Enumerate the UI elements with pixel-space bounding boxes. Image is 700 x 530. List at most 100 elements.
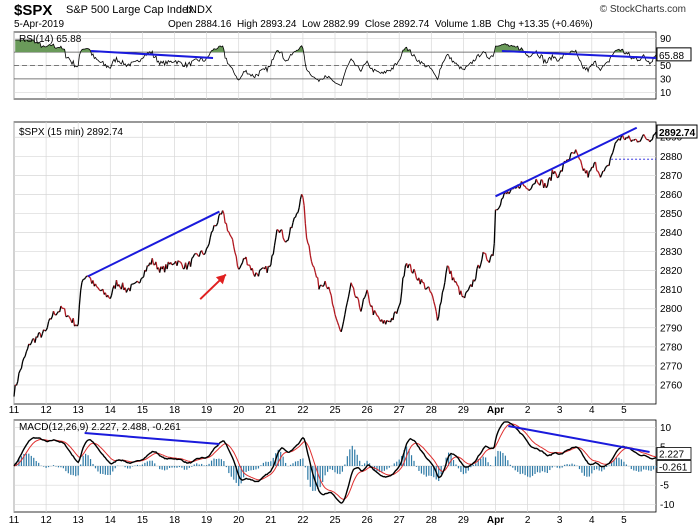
x-tick-label: 18	[169, 405, 181, 416]
price-line-segment	[278, 229, 282, 234]
x-tick-label: 28	[426, 405, 438, 416]
price-line-segment	[455, 281, 458, 286]
x-tick-label: 22	[297, 405, 309, 416]
price-line-segment	[192, 254, 195, 258]
price-line-segment	[493, 209, 497, 244]
x-tick-label: 12	[41, 405, 53, 416]
price-line-segment	[25, 348, 29, 353]
price-line-segment	[555, 173, 558, 178]
price-line-segment	[308, 245, 311, 256]
x-tick-label: 13	[73, 515, 85, 526]
rsi-last-box	[656, 47, 692, 62]
price-line-segment	[446, 265, 449, 268]
price-line-segment	[347, 289, 351, 297]
price-line-segment	[29, 342, 32, 346]
price-line-segment	[211, 230, 214, 233]
price-line-segment	[40, 333, 44, 338]
price-line-segment	[122, 282, 125, 291]
price-line-segment	[76, 324, 79, 327]
price-line-segment	[294, 213, 298, 218]
price-line-segment	[492, 243, 495, 256]
price-line-segment	[488, 256, 492, 263]
price-line-segment	[223, 213, 226, 224]
price-line-segment	[430, 292, 434, 297]
price-line-segment	[343, 314, 346, 322]
x-tick-label: 12	[41, 515, 53, 526]
price-line-segment	[554, 170, 557, 175]
hist-last-label: -0.261	[659, 462, 688, 473]
price-line-segment	[612, 147, 615, 153]
price-line-segment	[524, 185, 527, 189]
hist-last-box	[656, 460, 692, 473]
price-line-segment	[222, 210, 225, 215]
price-line-segment	[376, 315, 379, 317]
price-line-segment	[302, 197, 305, 206]
y-tick-label: -5	[660, 481, 669, 492]
price-line-segment	[350, 282, 353, 287]
y-tick-label: 2770	[660, 361, 683, 372]
price-line-segment	[367, 294, 371, 304]
price-line-segment	[386, 319, 389, 323]
x-tick-label: Apr	[487, 405, 504, 416]
price-line-segment	[134, 281, 137, 284]
price-line-segment	[36, 332, 40, 338]
price-line-segment	[269, 264, 272, 268]
price-line-segment	[322, 284, 325, 288]
price-line-segment	[238, 267, 241, 270]
x-tick-label: 26	[362, 515, 374, 526]
price-line-segment	[285, 240, 288, 243]
price-line-segment	[352, 287, 356, 296]
price-line-segment	[176, 260, 179, 266]
price-line-segment	[650, 139, 653, 141]
x-tick-label: 20	[233, 515, 245, 526]
price-line-segment	[240, 262, 243, 266]
price-line-segment	[266, 266, 269, 273]
price-line-segment	[606, 164, 609, 167]
price-line-segment	[98, 289, 101, 292]
price-line-segment	[230, 236, 234, 240]
price-line-segment	[118, 284, 121, 288]
price-line-segment	[557, 173, 561, 178]
x-tick-label: 19	[201, 405, 213, 416]
price-line-segment	[139, 278, 142, 283]
price-line-segment	[628, 135, 631, 140]
price-line-segment	[110, 288, 114, 296]
y-tick-label: 2840	[660, 228, 683, 239]
price-line-segment	[409, 264, 413, 273]
price-line-segment	[366, 289, 369, 296]
x-tick-label: 14	[105, 405, 117, 416]
price-line-segment	[536, 181, 540, 185]
price-line-segment	[303, 205, 307, 224]
price-line-segment	[373, 310, 377, 314]
price-line-segment	[639, 139, 642, 142]
price-line-segment	[292, 217, 295, 223]
price-line-segment	[403, 265, 407, 277]
price-line-segment	[225, 223, 229, 232]
price-line-segment	[335, 318, 339, 323]
x-tick-label: 15	[137, 405, 149, 416]
price-line-segment	[633, 138, 636, 141]
price-line-segment	[272, 245, 276, 255]
price-line-segment	[151, 258, 155, 265]
price-line-segment	[603, 167, 606, 172]
price-line-segment	[589, 170, 591, 172]
price-line-segment	[198, 252, 202, 257]
price-line-segment	[255, 272, 258, 275]
price-line-segment	[26, 343, 30, 349]
price-line-segment	[443, 282, 446, 289]
price-line-segment	[72, 318, 76, 327]
price-line-segment	[501, 197, 504, 200]
price-line-segment	[433, 301, 436, 307]
x-tick-label: Apr	[487, 515, 504, 526]
price-line-segment	[18, 370, 21, 374]
price-line-segment	[568, 153, 572, 160]
price-line-segment	[94, 283, 98, 287]
price-line-segment	[63, 308, 67, 317]
price-line-segment	[630, 139, 634, 143]
price-line-segment	[56, 311, 59, 314]
price-line-segment	[651, 134, 655, 140]
price-line-segment	[351, 285, 355, 289]
price-line-segment	[196, 253, 199, 256]
price-line-segment	[17, 373, 20, 382]
price-line-segment	[413, 268, 416, 274]
